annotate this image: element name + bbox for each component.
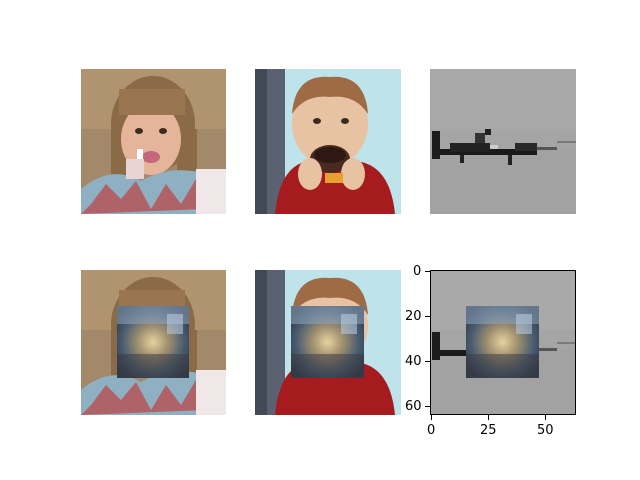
airplane-masked-image <box>430 270 576 415</box>
boy-masked-image <box>255 270 401 415</box>
blur-patch-fill <box>117 306 189 378</box>
y-tick-60 <box>425 406 430 407</box>
girl-illustration <box>81 69 226 214</box>
x-tick-25 <box>488 415 489 420</box>
y-tick-label: 60 <box>405 399 422 414</box>
boy-illustration <box>255 69 401 214</box>
blur-patch <box>466 306 539 378</box>
boy-original-image <box>255 69 401 214</box>
blur-patch <box>117 306 189 378</box>
y-tick-40 <box>425 361 430 362</box>
blur-patch-fill <box>466 306 539 378</box>
y-tick-label: 40 <box>405 354 422 369</box>
x-tick-50 <box>545 415 546 420</box>
y-tick-label: 0 <box>413 264 422 279</box>
x-tick-label: 50 <box>537 423 554 438</box>
y-tick-0 <box>425 271 430 272</box>
x-tick-label: 25 <box>480 423 497 438</box>
x-tick-0 <box>431 415 432 420</box>
x-tick-label: 0 <box>427 423 436 438</box>
blur-patch-fill <box>291 306 364 378</box>
y-tick-label: 20 <box>405 309 422 324</box>
airplane-original-image <box>430 69 576 214</box>
blur-patch <box>291 306 364 378</box>
girl-masked-image <box>81 270 226 415</box>
y-tick-20 <box>425 316 430 317</box>
girl-original-image <box>81 69 226 214</box>
airplane-illustration <box>430 69 576 214</box>
